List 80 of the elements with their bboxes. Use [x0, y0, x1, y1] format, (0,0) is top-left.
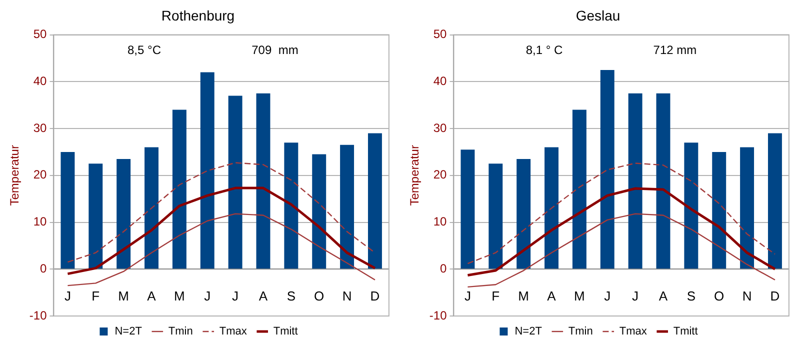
bar	[88, 164, 103, 269]
x-tick-label: A	[258, 288, 268, 304]
bar	[60, 152, 75, 269]
bar	[312, 154, 326, 269]
y-tick-label: 10	[433, 214, 448, 229]
x-tick-label: J	[232, 288, 239, 304]
x-tick-label: M	[518, 288, 529, 304]
chart-title: Geslau	[576, 7, 620, 24]
bar	[544, 147, 558, 269]
bar	[116, 158, 131, 269]
annotation: 8,1 ° C	[526, 43, 563, 58]
y-axis-title: Temperatur	[8, 145, 22, 206]
bar	[228, 96, 242, 269]
chart-title: Rothenburg	[161, 7, 235, 24]
x-tick-label: M	[574, 288, 585, 304]
x-tick-label: N	[742, 288, 752, 304]
bar	[600, 70, 614, 269]
bar	[368, 133, 382, 269]
x-tick-label: J	[604, 288, 611, 304]
bar	[684, 142, 698, 269]
x-tick-label: J	[64, 288, 71, 304]
legend-label: Tmin	[568, 326, 593, 338]
y-tick-label: 10	[33, 214, 48, 229]
x-tick-label: D	[370, 288, 380, 304]
legend-label: N=2T	[114, 326, 142, 338]
legend-label: Tmax	[619, 326, 648, 338]
y-tick-label: 50	[433, 27, 448, 42]
legend-label: Tmax	[219, 326, 248, 338]
y-axis-title: Temperatur	[408, 145, 422, 206]
x-tick-label: F	[92, 288, 100, 304]
y-tick-label: 20	[433, 168, 448, 182]
x-tick-label: M	[174, 288, 185, 304]
bar	[200, 72, 214, 269]
y-tick-label: 50	[33, 27, 48, 42]
bar	[460, 150, 475, 269]
y-tick-label: 40	[33, 74, 48, 88]
bar	[144, 147, 158, 269]
x-tick-label: D	[770, 288, 780, 304]
x-tick-label: A	[658, 288, 668, 304]
legend-label: Tmitt	[273, 326, 298, 338]
y-tick-label: -10	[29, 308, 48, 322]
legend-label: Tmin	[168, 326, 193, 338]
x-tick-label: J	[464, 288, 471, 304]
legend-label: Tmitt	[673, 326, 698, 338]
y-tick-label: 30	[433, 120, 448, 135]
x-tick-label: S	[686, 288, 696, 304]
annotation: 709 mm	[252, 43, 298, 58]
y-tick-label: 20	[33, 168, 48, 182]
x-tick-label: J	[204, 288, 211, 304]
bar	[768, 133, 782, 269]
bar	[284, 142, 298, 269]
x-tick-label: A	[547, 288, 556, 304]
y-tick-label: 40	[433, 74, 448, 88]
bar	[516, 158, 531, 269]
x-tick-label: O	[714, 288, 724, 304]
y-tick-label: 0	[40, 261, 48, 276]
bar	[572, 110, 586, 269]
annotation: 712 mm	[653, 43, 697, 58]
x-tick-label: O	[314, 288, 324, 304]
x-tick-label: S	[286, 288, 296, 304]
bar	[656, 93, 670, 269]
bar	[340, 144, 354, 269]
x-tick-label: M	[118, 288, 129, 304]
bar	[740, 147, 754, 269]
x-tick-label: J	[632, 288, 639, 304]
annotation: 8,5 °C	[128, 43, 162, 58]
line-series	[67, 162, 376, 263]
bar	[256, 93, 270, 269]
y-tick-label: 0	[440, 261, 448, 276]
line-series	[467, 162, 776, 264]
bar	[172, 110, 186, 269]
y-tick-label: 30	[33, 120, 48, 135]
legend-label: N=2T	[514, 326, 542, 338]
bar	[628, 93, 642, 269]
x-tick-label: N	[342, 288, 352, 304]
x-tick-label: A	[147, 288, 156, 304]
x-tick-label: F	[492, 288, 500, 304]
bar	[712, 152, 726, 269]
bar	[488, 164, 503, 269]
y-tick-label: -10	[429, 308, 448, 322]
